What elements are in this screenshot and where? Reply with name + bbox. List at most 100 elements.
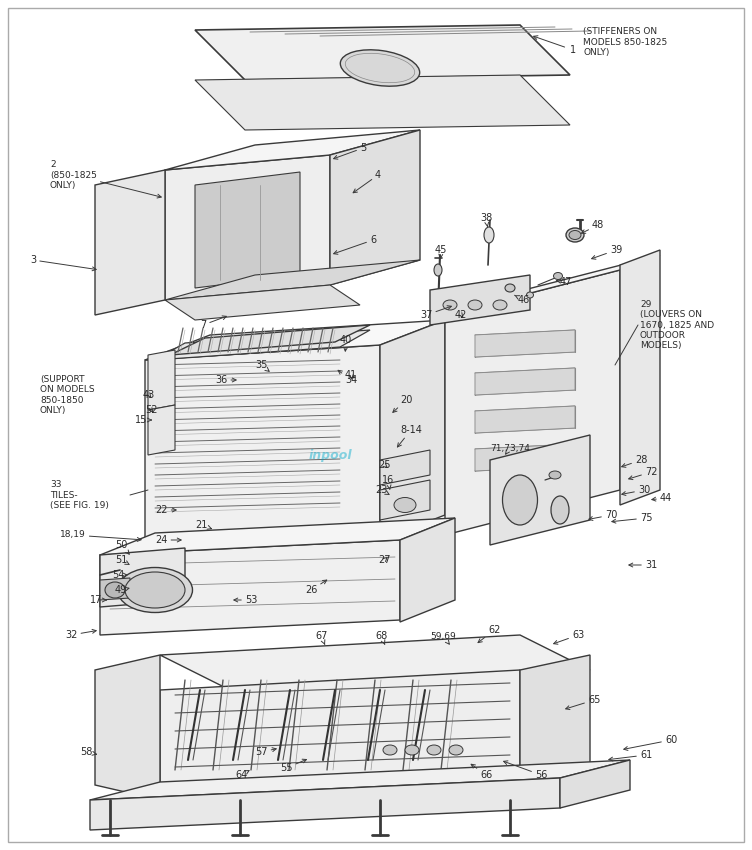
- Text: 26: 26: [305, 580, 326, 595]
- Polygon shape: [148, 405, 175, 455]
- Text: 38: 38: [480, 213, 493, 227]
- Text: 52: 52: [145, 405, 157, 415]
- Polygon shape: [490, 435, 590, 545]
- Polygon shape: [165, 155, 330, 300]
- Text: 16: 16: [382, 475, 394, 489]
- Polygon shape: [445, 270, 620, 535]
- Ellipse shape: [341, 50, 420, 86]
- Ellipse shape: [105, 582, 125, 598]
- Text: 49: 49: [115, 585, 129, 595]
- Ellipse shape: [493, 300, 507, 310]
- Text: 31: 31: [629, 560, 657, 570]
- Polygon shape: [160, 765, 590, 800]
- Polygon shape: [195, 75, 570, 130]
- Polygon shape: [520, 655, 590, 780]
- Polygon shape: [155, 330, 370, 360]
- Text: 71,73,74: 71,73,74: [490, 444, 530, 454]
- Polygon shape: [100, 578, 130, 600]
- Ellipse shape: [569, 230, 581, 240]
- Polygon shape: [380, 320, 445, 540]
- Polygon shape: [330, 130, 420, 285]
- Ellipse shape: [394, 497, 416, 513]
- Text: 70: 70: [589, 510, 617, 520]
- Ellipse shape: [125, 572, 185, 608]
- Text: 41: 41: [345, 370, 357, 380]
- Text: 51: 51: [115, 555, 129, 565]
- Ellipse shape: [468, 300, 482, 310]
- Text: 48: 48: [581, 220, 605, 233]
- Polygon shape: [165, 285, 360, 320]
- Text: 55: 55: [280, 759, 306, 773]
- Ellipse shape: [484, 227, 494, 243]
- Text: 15: 15: [135, 415, 151, 425]
- Ellipse shape: [553, 273, 562, 280]
- Ellipse shape: [526, 292, 533, 298]
- Polygon shape: [100, 518, 455, 555]
- Ellipse shape: [566, 228, 584, 242]
- Polygon shape: [100, 540, 400, 635]
- Text: 61: 61: [609, 750, 652, 761]
- Polygon shape: [100, 548, 185, 607]
- Polygon shape: [90, 778, 560, 830]
- Polygon shape: [475, 368, 575, 395]
- Text: 35: 35: [255, 360, 269, 371]
- Text: 8-14: 8-14: [397, 425, 422, 447]
- Text: 21: 21: [195, 520, 211, 530]
- Text: 66: 66: [472, 764, 493, 780]
- Ellipse shape: [405, 745, 419, 755]
- Polygon shape: [165, 130, 420, 170]
- Polygon shape: [95, 655, 160, 800]
- Text: 62: 62: [478, 625, 500, 643]
- Text: 23: 23: [375, 485, 389, 495]
- Polygon shape: [445, 255, 660, 315]
- Text: 67: 67: [315, 631, 327, 644]
- Text: 68: 68: [375, 631, 387, 644]
- Text: 46: 46: [514, 295, 530, 305]
- Text: 29
(LOUVERS ON
1670, 1825 AND
OUTDOOR
MODELS): 29 (LOUVERS ON 1670, 1825 AND OUTDOOR MO…: [640, 300, 714, 350]
- Text: (STIFFENERS ON
MODELS 850-1825
ONLY): (STIFFENERS ON MODELS 850-1825 ONLY): [583, 27, 667, 57]
- Polygon shape: [145, 345, 380, 555]
- Polygon shape: [620, 250, 660, 505]
- Ellipse shape: [383, 745, 397, 755]
- Text: 44: 44: [652, 493, 672, 503]
- Polygon shape: [475, 330, 575, 357]
- Text: 59,69: 59,69: [430, 632, 456, 644]
- Text: 63: 63: [553, 630, 584, 644]
- Text: 50: 50: [115, 540, 129, 554]
- Text: 45: 45: [435, 245, 447, 258]
- Ellipse shape: [549, 471, 561, 479]
- Text: 37: 37: [420, 306, 451, 320]
- Text: 54: 54: [112, 570, 127, 580]
- Polygon shape: [195, 172, 300, 288]
- Ellipse shape: [427, 745, 441, 755]
- Text: 17: 17: [90, 595, 106, 605]
- Text: 42: 42: [455, 310, 468, 320]
- Polygon shape: [380, 450, 430, 485]
- Ellipse shape: [443, 300, 457, 310]
- Polygon shape: [160, 635, 590, 690]
- Text: 60: 60: [624, 735, 678, 751]
- Polygon shape: [170, 325, 370, 355]
- Polygon shape: [95, 170, 165, 315]
- Text: 24: 24: [155, 535, 181, 545]
- Ellipse shape: [502, 475, 538, 525]
- Text: 47: 47: [556, 277, 572, 287]
- Text: 25: 25: [378, 460, 390, 470]
- Ellipse shape: [505, 284, 515, 292]
- Text: (SUPPORT
ON MODELS
850-1850
ONLY): (SUPPORT ON MODELS 850-1850 ONLY): [40, 375, 95, 415]
- Text: inpool: inpool: [308, 449, 352, 462]
- Ellipse shape: [449, 745, 463, 755]
- Text: 30: 30: [622, 485, 650, 496]
- Text: 56: 56: [504, 761, 547, 780]
- Polygon shape: [475, 444, 575, 471]
- Polygon shape: [160, 670, 520, 800]
- Text: 1: 1: [534, 36, 576, 55]
- Polygon shape: [560, 760, 630, 808]
- Text: 20: 20: [393, 395, 412, 412]
- Text: 65: 65: [566, 695, 600, 710]
- Polygon shape: [380, 480, 430, 520]
- Text: 34: 34: [338, 371, 357, 385]
- Text: 32: 32: [65, 629, 96, 640]
- Text: 64: 64: [235, 770, 249, 780]
- Text: 53: 53: [234, 595, 257, 605]
